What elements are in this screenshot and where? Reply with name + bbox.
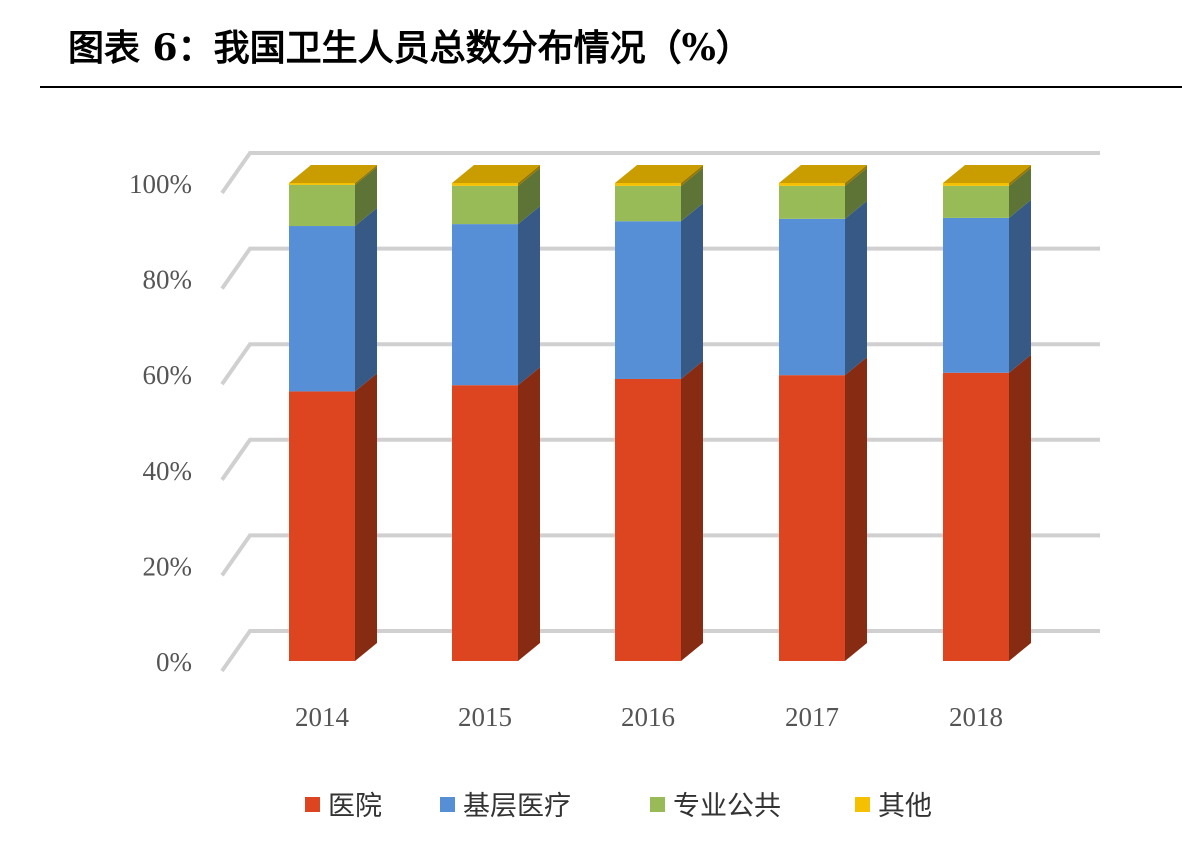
bar-segment bbox=[289, 226, 355, 392]
x-tick-label: 2014 bbox=[295, 702, 350, 732]
bar-side bbox=[518, 367, 540, 661]
bar-segment bbox=[289, 391, 355, 661]
bar-segment bbox=[779, 218, 845, 376]
legend-swatch bbox=[855, 797, 870, 812]
bar-segment bbox=[615, 221, 681, 379]
bar-segment bbox=[289, 184, 355, 227]
bar-side bbox=[1009, 354, 1031, 661]
bar-segment bbox=[615, 185, 681, 222]
legend-swatch bbox=[440, 797, 455, 812]
bar-top bbox=[615, 165, 703, 183]
bar-side bbox=[355, 166, 377, 227]
bar-segment bbox=[943, 217, 1009, 373]
bar-segment bbox=[943, 185, 1009, 218]
bar-side bbox=[1009, 165, 1031, 186]
bar-top bbox=[289, 165, 377, 183]
y-tick-label: 20% bbox=[143, 551, 193, 581]
chart-title: 图表 6：我国卫生人员总数分布情况（%） bbox=[68, 27, 752, 69]
bar-side bbox=[355, 373, 377, 661]
bar-top bbox=[943, 165, 1031, 183]
bar-top bbox=[779, 165, 867, 183]
bar-side bbox=[681, 167, 703, 222]
y-tick-label: 0% bbox=[156, 647, 192, 677]
bar-side bbox=[681, 203, 703, 379]
bar-segment bbox=[943, 183, 1009, 186]
bar-top bbox=[452, 165, 540, 183]
legend-label: 基层医疗 bbox=[463, 791, 571, 822]
legend-label: 医院 bbox=[328, 791, 382, 822]
bar-side bbox=[845, 200, 867, 376]
bar-side bbox=[845, 165, 867, 186]
bar-segment bbox=[452, 185, 518, 225]
bar-segment bbox=[943, 372, 1009, 661]
bar-side bbox=[355, 165, 377, 185]
bar-segment bbox=[615, 378, 681, 661]
bar-side bbox=[518, 167, 540, 225]
y-tick-label: 100% bbox=[129, 169, 192, 199]
bar-segment bbox=[452, 385, 518, 661]
bar-segment bbox=[452, 224, 518, 386]
bar-side bbox=[518, 206, 540, 386]
bar-side bbox=[845, 357, 867, 661]
y-tick-label: 60% bbox=[143, 360, 193, 390]
y-tick-label: 80% bbox=[143, 265, 193, 295]
bar-side bbox=[681, 165, 703, 186]
bar-segment bbox=[452, 183, 518, 186]
bar-side bbox=[1009, 167, 1031, 218]
x-tick-label: 2015 bbox=[458, 702, 512, 732]
bar-side bbox=[681, 360, 703, 661]
bar-segment bbox=[779, 375, 845, 661]
grid-line bbox=[220, 151, 1100, 195]
legend-swatch bbox=[650, 797, 665, 812]
bar-segment bbox=[289, 183, 355, 185]
legend-label: 专业公共 bbox=[673, 791, 781, 822]
bar-side bbox=[1009, 199, 1031, 373]
x-tick-label: 2017 bbox=[785, 702, 839, 732]
bar-side bbox=[355, 208, 377, 392]
bar-side bbox=[845, 167, 867, 219]
x-tick-label: 2016 bbox=[621, 702, 675, 732]
bar-segment bbox=[779, 185, 845, 219]
legend-label: 其他 bbox=[878, 791, 932, 822]
legend-swatch bbox=[305, 797, 320, 812]
bar-side bbox=[518, 165, 540, 186]
x-tick-label: 2018 bbox=[949, 702, 1003, 732]
y-tick-label: 40% bbox=[143, 456, 193, 486]
bar-segment bbox=[779, 183, 845, 186]
bar-segment bbox=[615, 183, 681, 186]
